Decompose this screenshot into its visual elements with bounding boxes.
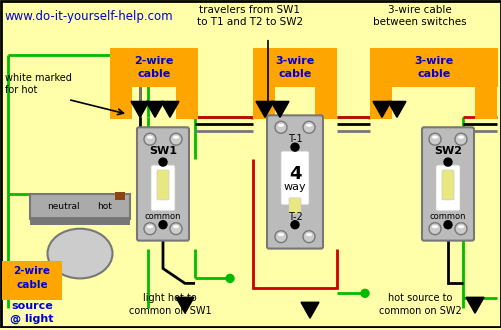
Text: travelers from SW1
to T1 and T2 to SW2: travelers from SW1 to T1 and T2 to SW2 [196, 5, 303, 27]
Circle shape [428, 133, 440, 145]
Text: light hot to
common on SW1: light hot to common on SW1 [128, 293, 211, 316]
Bar [253, 87, 275, 119]
Circle shape [170, 223, 182, 235]
Bar [314, 87, 336, 119]
Circle shape [159, 158, 167, 166]
Text: source
@ light: source @ light [10, 301, 54, 324]
Circle shape [291, 221, 299, 229]
Ellipse shape [306, 233, 312, 236]
Ellipse shape [457, 136, 463, 139]
Polygon shape [301, 302, 318, 318]
Ellipse shape [173, 225, 179, 228]
FancyBboxPatch shape [157, 170, 169, 200]
Text: SW1: SW1 [149, 146, 177, 156]
Text: 4: 4 [288, 165, 301, 183]
Text: T-2: T-2 [287, 212, 302, 222]
Bar [369, 87, 391, 119]
FancyBboxPatch shape [267, 115, 322, 248]
Circle shape [275, 121, 287, 133]
FancyBboxPatch shape [137, 127, 188, 241]
Text: www.do-it-yourself-help.com: www.do-it-yourself-help.com [5, 10, 173, 23]
Circle shape [454, 223, 466, 235]
Circle shape [428, 223, 440, 235]
FancyBboxPatch shape [435, 165, 459, 211]
Bar [369, 48, 497, 87]
Text: white marked
for hot: white marked for hot [5, 73, 72, 95]
Ellipse shape [431, 225, 437, 228]
Bar [2, 260, 62, 300]
Text: 2-wire
cable: 2-wire cable [134, 56, 173, 79]
Polygon shape [176, 297, 193, 313]
Ellipse shape [431, 136, 437, 139]
Text: T-1: T-1 [287, 134, 302, 144]
Circle shape [303, 121, 314, 133]
Circle shape [443, 221, 451, 229]
Circle shape [170, 133, 182, 145]
Ellipse shape [48, 229, 112, 279]
Ellipse shape [278, 124, 284, 127]
Circle shape [360, 289, 368, 297]
Bar [474, 87, 496, 119]
Polygon shape [271, 101, 289, 117]
Bar [176, 87, 197, 119]
Bar [115, 192, 125, 200]
Polygon shape [131, 101, 149, 117]
Ellipse shape [173, 136, 179, 139]
Polygon shape [387, 101, 405, 117]
FancyBboxPatch shape [441, 170, 453, 200]
Text: neutral: neutral [47, 202, 79, 211]
Text: 3-wire
cable: 3-wire cable [413, 56, 453, 79]
Ellipse shape [278, 233, 284, 236]
Text: SW2: SW2 [433, 146, 461, 156]
Polygon shape [161, 101, 179, 117]
Circle shape [291, 143, 299, 151]
Circle shape [454, 133, 466, 145]
Ellipse shape [306, 124, 312, 127]
Circle shape [443, 158, 451, 166]
Bar [30, 194, 130, 219]
Ellipse shape [147, 136, 153, 139]
Circle shape [303, 231, 314, 243]
Circle shape [144, 223, 156, 235]
Ellipse shape [147, 225, 153, 228]
Ellipse shape [457, 225, 463, 228]
Text: common: common [429, 212, 465, 221]
Polygon shape [256, 101, 274, 117]
Text: 3-wire
cable: 3-wire cable [275, 56, 314, 79]
Text: common: common [144, 212, 181, 221]
Bar [110, 87, 132, 119]
Text: way: way [283, 182, 306, 192]
Polygon shape [465, 297, 483, 313]
Text: hot source to
common on SW2: hot source to common on SW2 [378, 293, 460, 316]
Circle shape [144, 133, 156, 145]
FancyBboxPatch shape [281, 151, 309, 205]
FancyBboxPatch shape [151, 165, 175, 211]
Circle shape [159, 221, 167, 229]
Text: hot: hot [97, 202, 112, 211]
Bar [110, 48, 197, 87]
Circle shape [275, 231, 287, 243]
Bar [253, 48, 336, 87]
Bar [30, 217, 130, 225]
FancyBboxPatch shape [421, 127, 473, 241]
Text: 3-wire cable
between switches: 3-wire cable between switches [372, 5, 466, 27]
Polygon shape [372, 101, 390, 117]
Text: 2-wire
cable: 2-wire cable [14, 267, 51, 290]
Circle shape [225, 275, 233, 282]
FancyBboxPatch shape [289, 198, 301, 214]
Polygon shape [146, 101, 164, 117]
